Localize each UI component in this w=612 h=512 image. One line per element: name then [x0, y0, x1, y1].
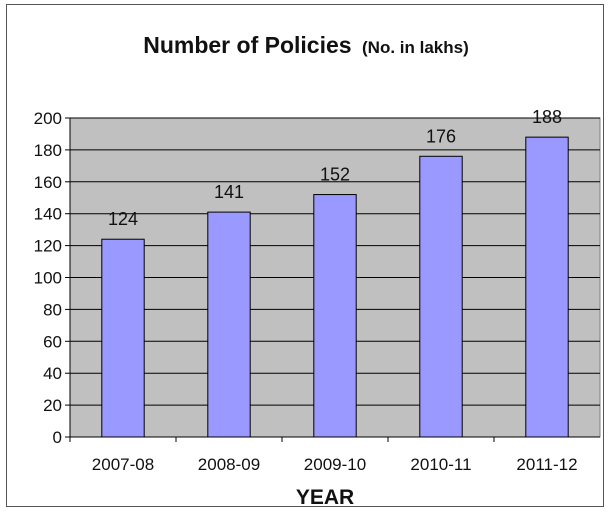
data-label: 141 — [214, 182, 244, 202]
y-axis-tick-labels: 0 20 40 60 80 100 120 140 160 180 200 — [34, 109, 62, 447]
y-tick-label: 20 — [43, 396, 62, 415]
y-tick-label: 80 — [43, 300, 62, 319]
bar-2008-09 — [207, 211, 251, 438]
chart-title-main: Number of Policies — [143, 32, 352, 58]
data-label: 124 — [108, 209, 138, 229]
y-tick-label: 0 — [53, 428, 62, 447]
x-tick-label: 2008-09 — [198, 455, 260, 474]
bar-2011-12 — [525, 136, 569, 438]
x-axis-title: YEAR — [296, 486, 354, 509]
y-tick-label: 100 — [34, 269, 62, 288]
y-tick-label: 160 — [34, 173, 62, 192]
data-label: 152 — [320, 165, 350, 185]
data-labels: 124 141 152 176 188 — [108, 107, 562, 229]
bar-2010-11 — [419, 155, 463, 438]
chart-subtitle: (No. in lakhs) — [362, 38, 469, 57]
y-tick-label: 140 — [34, 205, 62, 224]
data-label: 188 — [532, 107, 562, 127]
x-axis-tick-labels: 2007-08 2008-09 2009-10 2010-11 2011-12 — [92, 455, 578, 474]
y-tick-label: 40 — [43, 364, 62, 383]
y-tick-label: 180 — [34, 141, 62, 160]
bar-2009-10 — [313, 194, 357, 438]
x-tick-label: 2010-11 — [410, 455, 471, 474]
bars — [69, 136, 569, 442]
data-label: 176 — [426, 126, 456, 146]
y-tick-label: 200 — [34, 109, 62, 128]
y-tick-label: 60 — [43, 332, 62, 351]
x-tick-label: 2009-10 — [304, 455, 366, 474]
x-tick-label: 2011-12 — [516, 455, 577, 474]
x-tick-label: 2007-08 — [92, 455, 154, 474]
bar-2007-08 — [101, 238, 145, 438]
chart-title: Number of Policies (No. in lakhs) — [0, 32, 612, 59]
y-tick-label: 120 — [34, 237, 62, 256]
